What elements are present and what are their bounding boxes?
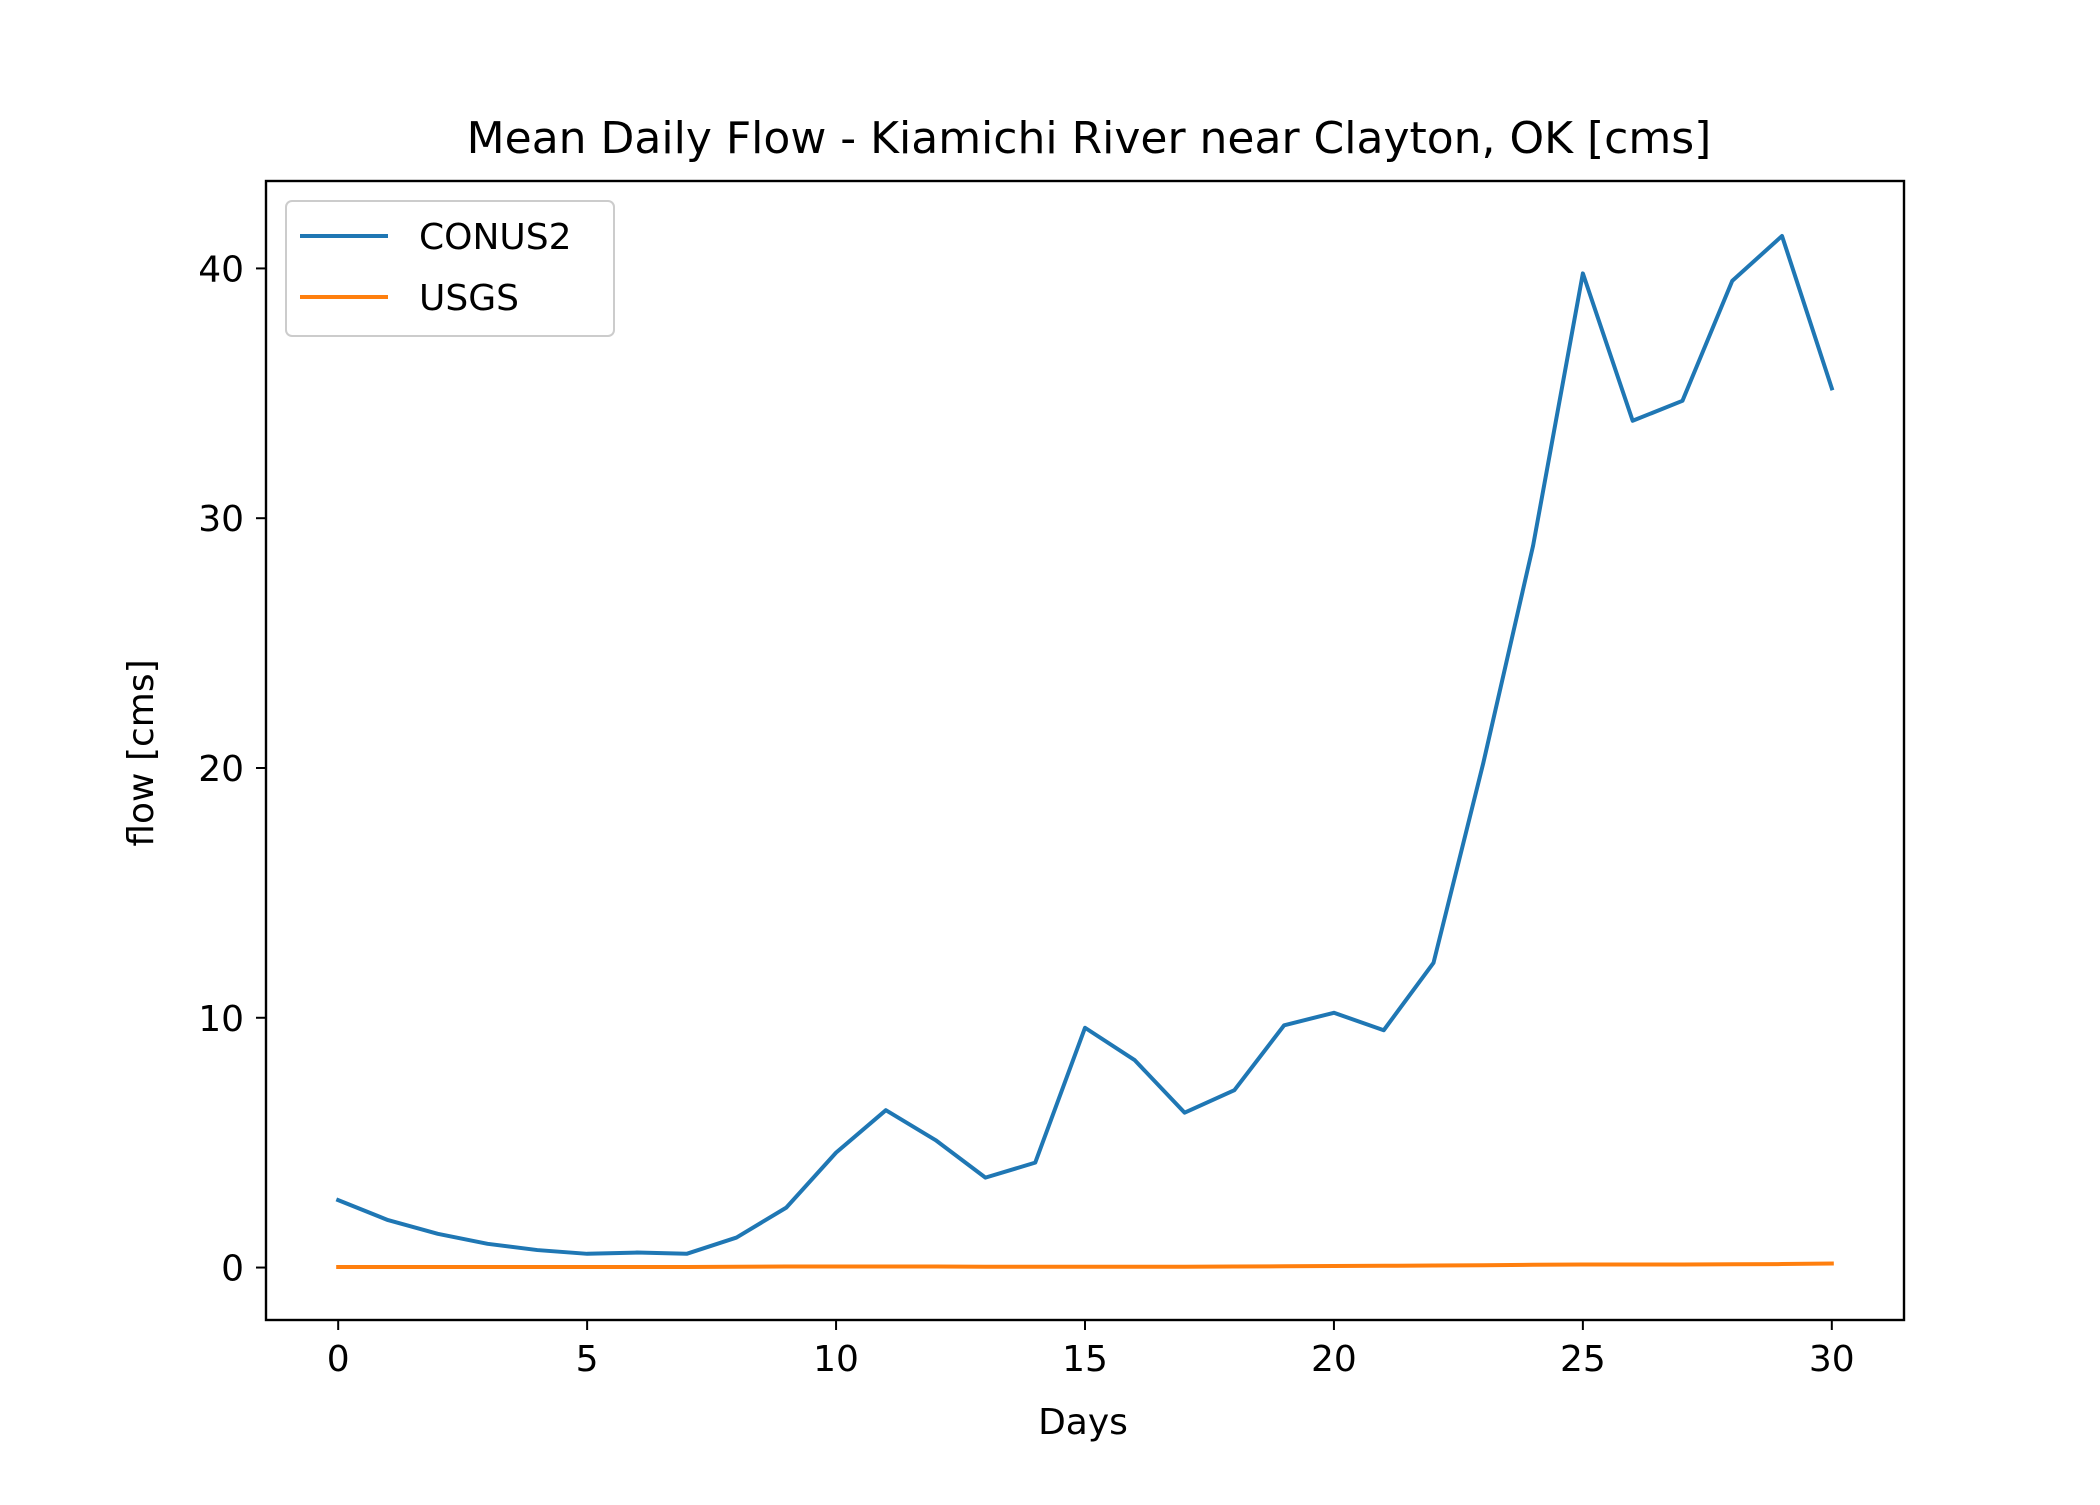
y-tick-label: 40 (198, 249, 244, 290)
y-tick-label: 30 (198, 499, 244, 540)
x-tick-label: 0 (327, 1339, 350, 1380)
chart-title: Mean Daily Flow - Kiamichi River near Cl… (467, 113, 1712, 164)
y-tick-label: 10 (198, 999, 244, 1040)
legend: CONUS2 USGS (285, 200, 615, 337)
plot-area: 0 5 10 15 20 25 30 0 10 20 30 40 CONUS2 USGS (198, 179, 1906, 1380)
x-tick-label: 25 (1560, 1339, 1606, 1380)
x-tick-label: 10 (813, 1339, 859, 1380)
legend-entry-usgs: USGS (419, 278, 519, 319)
x-tick-label: 15 (1062, 1339, 1108, 1380)
y-tick-label: 20 (198, 749, 244, 790)
series-line-conus2 (335, 233, 1835, 1256)
y-tick-label: 0 (221, 1249, 244, 1290)
x-tick-label: 5 (576, 1339, 599, 1380)
legend-entry-conus2: CONUS2 (419, 217, 572, 258)
x-tick-label: 20 (1311, 1339, 1357, 1380)
series-line-usgs (336, 1261, 1834, 1270)
x-tick-label: 30 (1809, 1339, 1855, 1380)
x-axis-label: Days (1038, 1402, 1128, 1443)
y-axis-label: flow [cms] (121, 659, 162, 846)
